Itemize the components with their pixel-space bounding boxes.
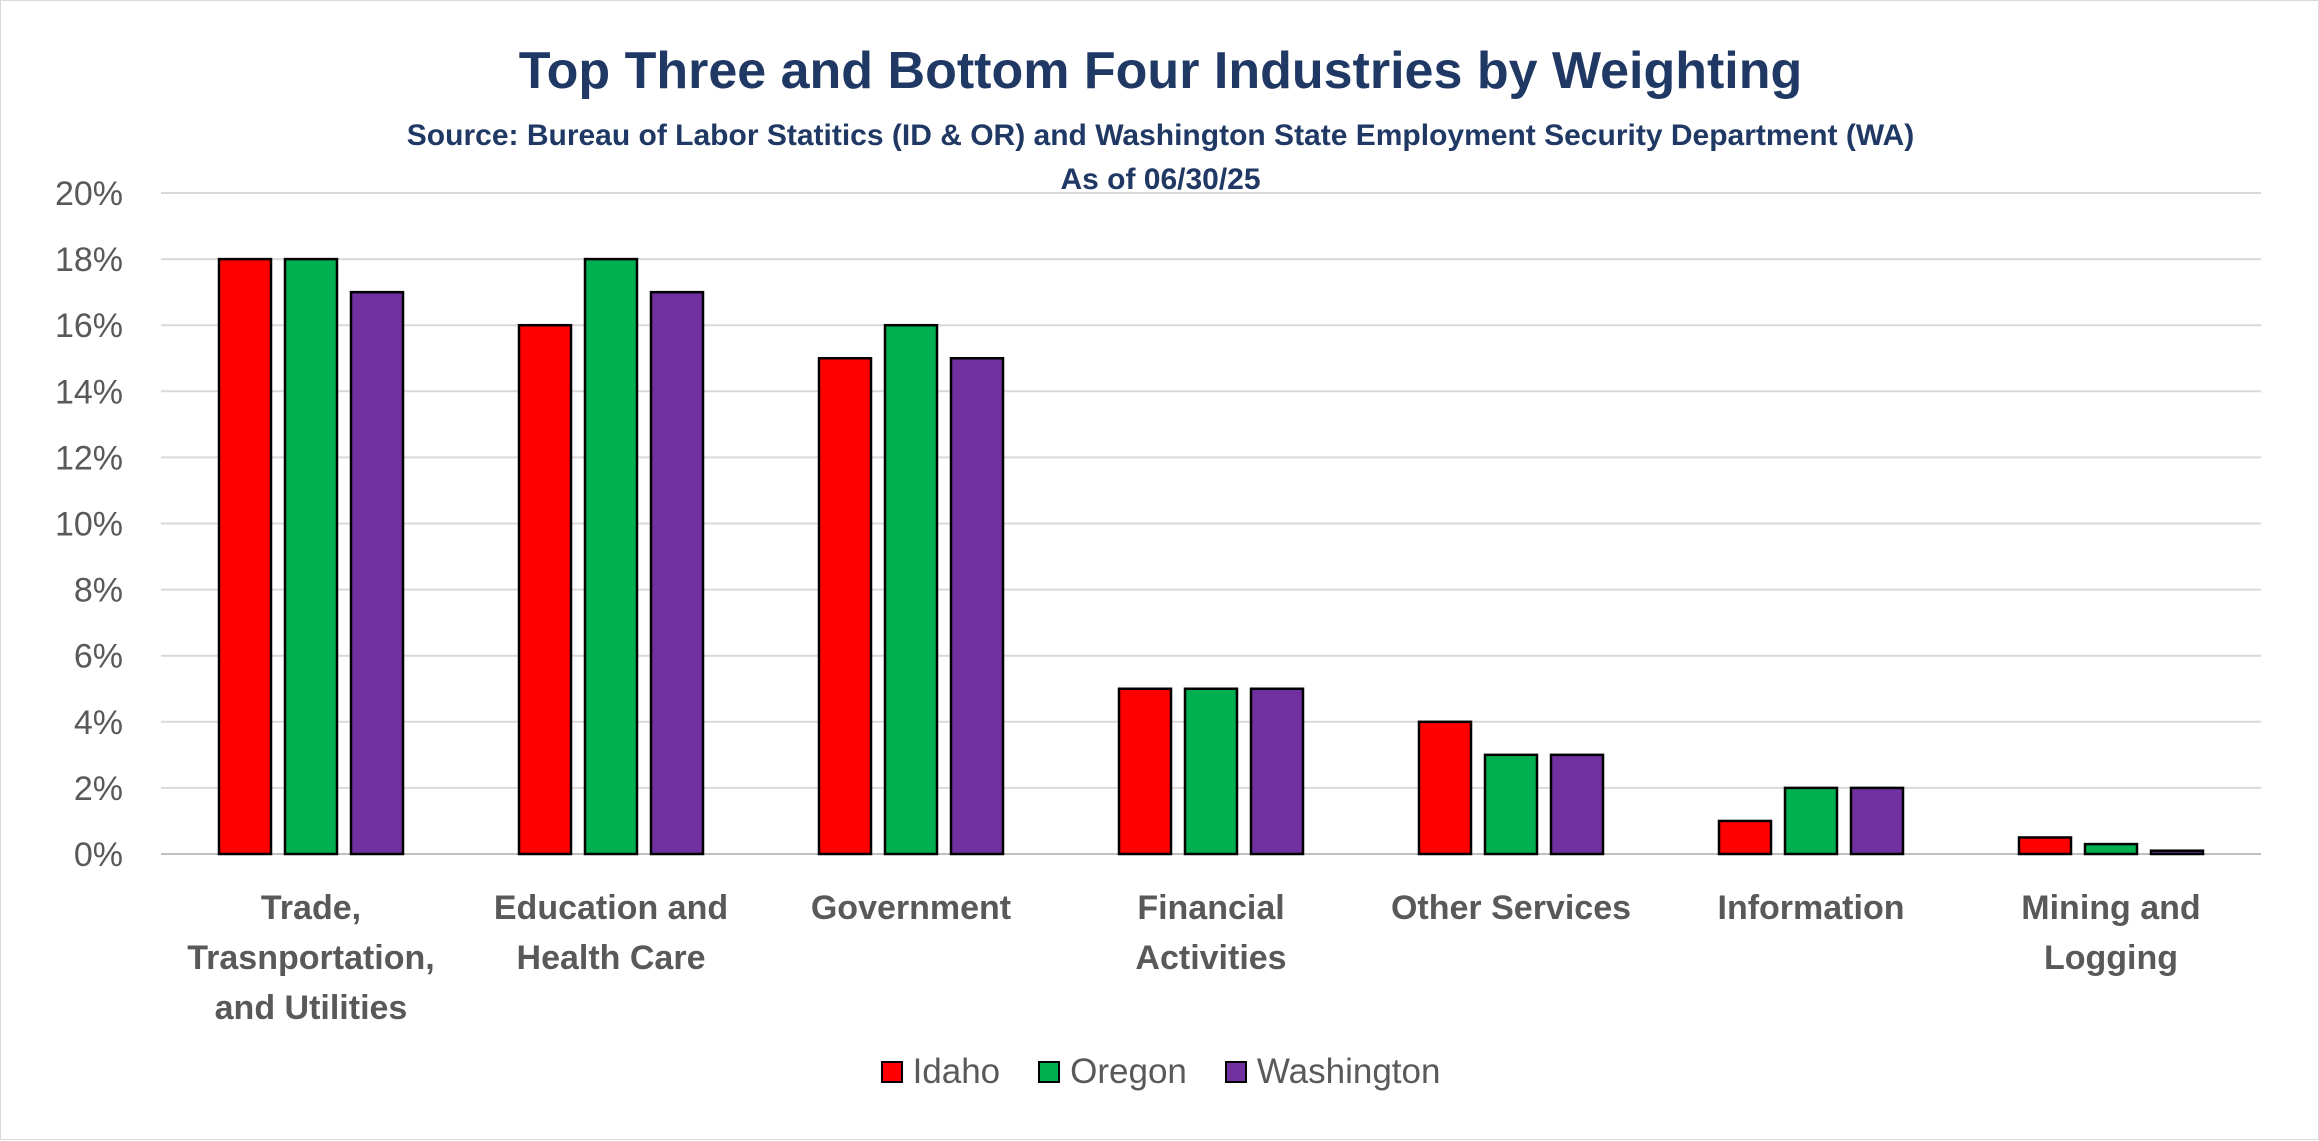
legend-label-oregon: Oregon [1070, 1052, 1187, 1091]
bar-idaho [2017, 836, 2073, 856]
bar-washington [2149, 849, 2205, 856]
x-category-label: Trade, Trasnportation, and Utilities [187, 889, 434, 1027]
y-tick-label: 18% [55, 241, 123, 279]
bar-washington [349, 290, 405, 856]
x-category-label: Government [811, 889, 1011, 927]
x-category-label-line: Financial [1137, 889, 1284, 927]
bar-idaho [1717, 819, 1773, 856]
y-tick-label: 0% [74, 836, 123, 874]
bar-washington [1549, 753, 1605, 856]
y-tick-label: 10% [55, 506, 123, 544]
x-category-label-line: Logging [2044, 939, 2178, 977]
legend-item-idaho: Idaho [880, 1052, 1001, 1092]
y-tick-label: 16% [55, 307, 123, 345]
x-category-label-line: Government [811, 889, 1011, 927]
x-category-label-line: Mining and [2021, 889, 2200, 927]
x-category-label-line: Education and [494, 889, 728, 927]
bar-oregon [883, 323, 939, 856]
x-category-label: Education and Health Care [494, 889, 728, 977]
legend-label-washington: Washington [1256, 1052, 1441, 1091]
legend-label-idaho: Idaho [912, 1052, 1001, 1091]
chart-legend: Idaho Oregon Washington [1, 1050, 2319, 1094]
bar-idaho [517, 323, 573, 856]
bar-oregon [1783, 786, 1839, 856]
y-tick-label: 20% [55, 175, 123, 213]
x-category-label-line: Activities [1135, 939, 1286, 977]
x-category-label-line: Trade, [261, 889, 361, 927]
bar-oregon [583, 257, 639, 856]
bar-idaho [1117, 687, 1173, 856]
bar-washington [649, 290, 705, 856]
x-category-label-line: Information [1718, 889, 1905, 927]
x-category-label-line: and Utilities [215, 989, 408, 1027]
x-category-label: Other Services [1391, 889, 1631, 927]
bar-oregon [1483, 753, 1539, 856]
x-category-label: Financial Activities [1135, 889, 1286, 977]
chart-title: Top Three and Bottom Four Industries by … [518, 42, 1803, 100]
bar-oregon [283, 257, 339, 856]
y-tick-label: 2% [74, 770, 123, 808]
bar-oregon [2083, 842, 2139, 856]
y-tick-label: 8% [74, 572, 123, 610]
bar-oregon [1183, 687, 1239, 856]
bar-washington [1849, 786, 1905, 856]
legend-swatch-oregon [1038, 1061, 1061, 1083]
bar-washington [1249, 687, 1305, 856]
legend-item-washington: Washington [1224, 1052, 1441, 1092]
legend-swatch-idaho [880, 1061, 903, 1083]
y-tick-label: 4% [74, 704, 123, 742]
legend-item-oregon: Oregon [1038, 1052, 1187, 1092]
x-category-label-line: Other Services [1391, 889, 1631, 927]
bar-idaho [1417, 720, 1473, 856]
y-tick-label: 12% [55, 439, 123, 477]
y-tick-label: 14% [55, 373, 123, 411]
bar-idaho [817, 357, 873, 856]
chart-subtitle: Source: Bureau of Labor Statitics (ID & … [406, 119, 1915, 152]
bar-idaho [217, 257, 273, 856]
x-category-label-line: Health Care [517, 939, 706, 977]
bar-washington [949, 357, 1005, 856]
x-category-label: Information [1718, 889, 1905, 927]
x-category-label-line: Trasnportation, [187, 939, 434, 977]
x-category-label: Mining and Logging [2021, 889, 2200, 977]
chart-as-of-date: As of 06/30/25 [1060, 163, 1261, 196]
y-tick-label: 6% [74, 638, 123, 676]
legend-swatch-washington [1224, 1061, 1247, 1083]
